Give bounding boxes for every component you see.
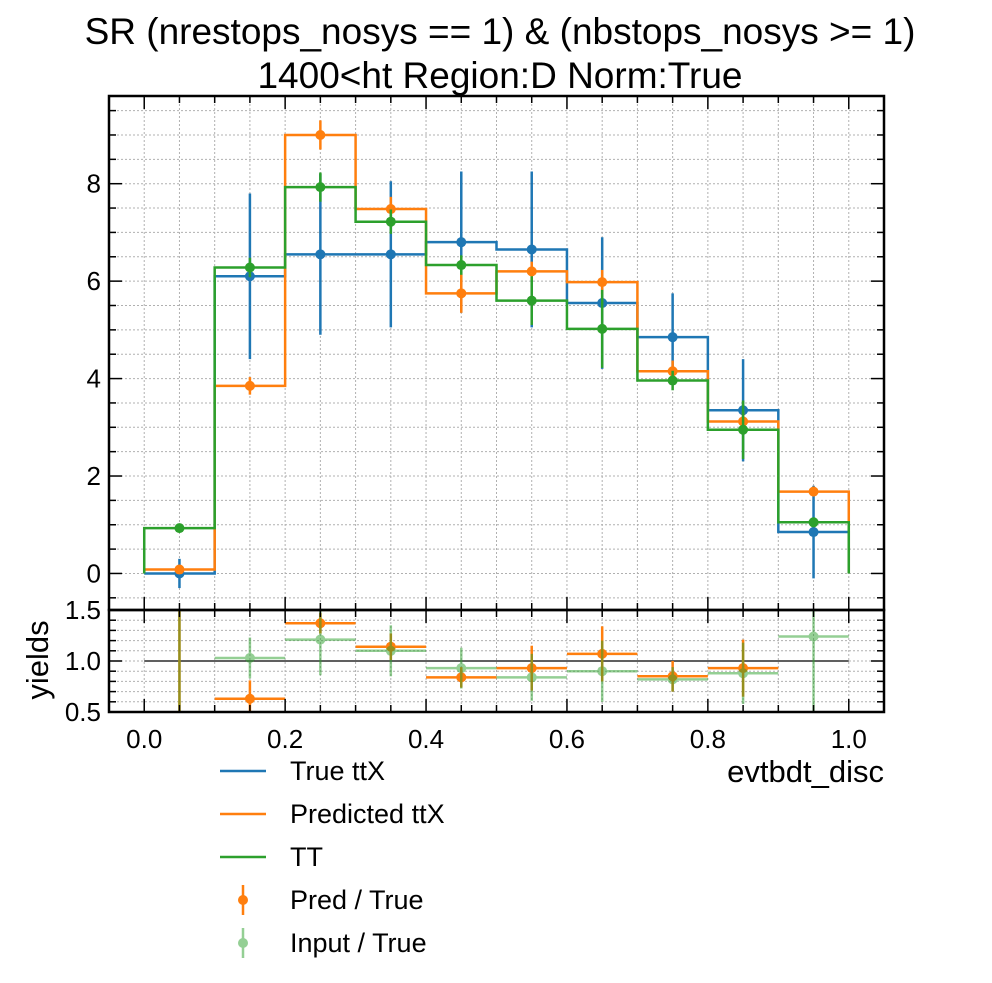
main-marks — [142, 120, 851, 589]
data-point — [526, 295, 537, 306]
data-point — [597, 277, 608, 288]
main-y-tick-label: 6 — [87, 266, 101, 296]
ratio-data-point — [244, 652, 255, 663]
x-tick-label: 1.0 — [831, 724, 867, 754]
ratio-y-axis-label: yields — [20, 620, 55, 699]
ratio-y-tick-label: 1.0 — [65, 646, 101, 676]
ratio-data-point — [597, 666, 608, 677]
main-plot: 0 2 4 6 8 — [87, 94, 886, 612]
data-point — [244, 380, 255, 391]
ratio-data-point — [808, 631, 819, 642]
main-grid — [109, 96, 884, 610]
x-axis-label: evtbdt_disc — [727, 754, 884, 789]
ratio-data-point — [738, 668, 749, 679]
data-point — [808, 486, 819, 497]
legend-entry-label: Predicted ttX — [290, 799, 445, 829]
ratio-marks — [144, 610, 849, 712]
main-y-tick-label: 4 — [87, 364, 101, 394]
data-point — [315, 249, 326, 260]
data-point — [456, 260, 467, 271]
main-y-tick-label: 0 — [87, 558, 101, 588]
ratio-data-point — [385, 645, 396, 656]
data-point — [244, 262, 255, 273]
x-tick-label: 0.2 — [267, 724, 303, 754]
ratio-plot: 0.5 1.0 1.5 0.0 0.2 0.4 0.6 0.8 1.0 — [65, 595, 886, 754]
data-point — [526, 244, 537, 255]
data-point — [667, 375, 678, 386]
data-point — [526, 266, 537, 277]
ratio-series-group — [178, 610, 849, 712]
data-point — [385, 204, 396, 215]
data-point — [174, 523, 185, 534]
legend-errorbar-swatch — [238, 928, 248, 958]
main-y-tick-label: 8 — [87, 169, 101, 199]
ratio-data-point — [526, 672, 537, 683]
data-point — [385, 249, 396, 260]
x-tick-label: 0.4 — [408, 724, 444, 754]
data-point — [456, 288, 467, 299]
data-point — [174, 564, 185, 575]
data-point — [667, 332, 678, 343]
ratio-data-point — [244, 693, 255, 704]
data-point — [456, 237, 467, 248]
ratio-data-point — [667, 674, 678, 685]
ratio-y-tick-label: 1.5 — [65, 595, 101, 625]
legend-entry-label: Input / True — [290, 928, 427, 958]
x-tick-label: 0.8 — [690, 724, 726, 754]
data-point — [597, 323, 608, 334]
ratio-y-tick-label: 0.5 — [65, 697, 101, 727]
legend-errorbar-dot — [238, 895, 248, 905]
ratio-ticks: 0.5 1.0 1.5 0.0 0.2 0.4 0.6 0.8 1.0 — [65, 595, 884, 754]
chart-title-line2: 1400<ht Region:D Norm:True — [257, 55, 742, 96]
chart-title-line1: SR (nrestops_nosys == 1) & (nbstops_nosy… — [85, 11, 916, 52]
x-tick-label: 0.0 — [126, 724, 162, 754]
legend-entry-label: Pred / True — [290, 885, 424, 915]
data-point — [315, 182, 326, 193]
legend-errorbar-dot — [238, 938, 248, 948]
main-y-tick-label: 2 — [87, 461, 101, 491]
data-point — [738, 424, 749, 435]
x-tick-label: 0.6 — [549, 724, 585, 754]
data-point — [808, 517, 819, 528]
ratio-data-point — [315, 634, 326, 645]
main-ticks: 0 2 4 6 8 — [87, 96, 884, 610]
legend-entry-label: True ttX — [290, 756, 385, 786]
data-point — [315, 129, 326, 140]
data-point — [385, 216, 396, 227]
ratio-data-point — [456, 663, 467, 674]
data-point — [808, 527, 819, 538]
legend-entry-label: TT — [290, 842, 323, 872]
legend-errorbar-swatch — [238, 885, 248, 915]
legend: True ttX Predicted ttX TT Pred / True Input … — [220, 756, 445, 958]
